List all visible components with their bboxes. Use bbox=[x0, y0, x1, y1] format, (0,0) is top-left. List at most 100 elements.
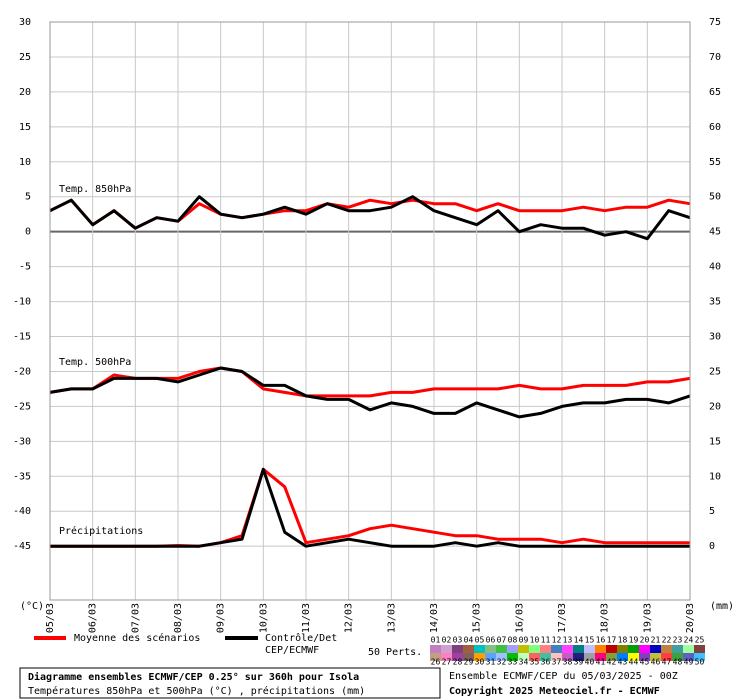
y-tick-label: -35 bbox=[13, 471, 31, 482]
pert-swatch bbox=[595, 645, 606, 653]
pert-swatch bbox=[661, 645, 672, 653]
pert-swatch bbox=[507, 653, 518, 661]
pert-label: 50 bbox=[695, 658, 705, 667]
pert-swatch bbox=[672, 645, 683, 653]
y2-tick-label: 35 bbox=[709, 297, 721, 308]
pert-label: 29 bbox=[464, 658, 474, 667]
pert-label: 11 bbox=[541, 636, 551, 645]
pert-label: 05 bbox=[475, 636, 485, 645]
pert-swatch bbox=[441, 645, 452, 653]
pert-swatch bbox=[650, 653, 661, 661]
pert-label: 08 bbox=[508, 636, 518, 645]
x-tick-label: 10/03 bbox=[258, 603, 269, 633]
x-tick-label: 06/03 bbox=[88, 603, 99, 633]
y-tick-label: 15 bbox=[19, 122, 31, 133]
pert-label: 45 bbox=[640, 658, 650, 667]
pert-label: 38 bbox=[563, 658, 573, 667]
pert-swatch bbox=[474, 645, 485, 653]
pert-swatch bbox=[617, 645, 628, 653]
pert-swatch bbox=[694, 653, 705, 661]
pert-label: 48 bbox=[673, 658, 683, 667]
annotation: Temp. 500hPa bbox=[59, 357, 131, 368]
pert-label: 26 bbox=[431, 658, 441, 667]
pert-swatch bbox=[518, 645, 529, 653]
pert-swatch bbox=[452, 653, 463, 661]
pert-label: 04 bbox=[464, 636, 474, 645]
pert-label: 39 bbox=[574, 658, 584, 667]
y-tick-label: -20 bbox=[13, 366, 31, 377]
y2-tick-label: 60 bbox=[709, 122, 721, 133]
pert-label: 01 bbox=[431, 636, 441, 645]
pert-label: 17 bbox=[607, 636, 617, 645]
pert-swatch bbox=[485, 653, 496, 661]
copyright: Copyright 2025 Meteociel.fr - ECMWF bbox=[449, 685, 660, 697]
annotation: Précipitations bbox=[59, 525, 143, 537]
pert-label: 12 bbox=[552, 636, 562, 645]
x-tick-label: 19/03 bbox=[642, 603, 653, 633]
y-tick-label: -10 bbox=[13, 297, 31, 308]
pert-swatch bbox=[617, 653, 628, 661]
perts-legend: 01 02 03 04 05 06 07 08 09 10 11 12 13 14 15 16 17 18 19 20… bbox=[430, 636, 705, 667]
pert-label: 03 bbox=[453, 636, 463, 645]
pert-swatch bbox=[639, 645, 650, 653]
pert-label: 27 bbox=[442, 658, 452, 667]
y2-tick-label: 15 bbox=[709, 436, 721, 447]
pert-label: 37 bbox=[552, 658, 562, 667]
pert-label: 36 bbox=[541, 658, 551, 667]
pert-label: 28 bbox=[453, 658, 463, 667]
pert-label: 22 bbox=[662, 636, 672, 645]
pert-label: 13 bbox=[563, 636, 573, 645]
pert-label: 25 bbox=[695, 636, 705, 645]
pert-label: 43 bbox=[618, 658, 628, 667]
pert-swatch bbox=[485, 645, 496, 653]
pert-swatch bbox=[683, 645, 694, 653]
x-tick-label: 08/03 bbox=[173, 603, 184, 633]
pert-label: 21 bbox=[651, 636, 661, 645]
pert-label: 49 bbox=[684, 658, 694, 667]
pert-label: 44 bbox=[629, 658, 639, 667]
pert-swatch bbox=[584, 645, 595, 653]
pert-label: 40 bbox=[585, 658, 595, 667]
pert-swatch bbox=[441, 653, 452, 661]
pert-swatch bbox=[496, 653, 507, 661]
y-tick-label: 10 bbox=[19, 157, 31, 168]
pert-swatch bbox=[694, 645, 705, 653]
pert-swatch bbox=[584, 653, 595, 661]
y2-tick-label: 65 bbox=[709, 87, 721, 98]
x-tick-label: 16/03 bbox=[514, 603, 525, 633]
chart-title: Diagramme ensembles ECMWF/CEP 0.25° sur … bbox=[28, 671, 359, 683]
pert-label: 07 bbox=[497, 636, 507, 645]
legend-label: Contrôle/Det bbox=[265, 632, 337, 644]
pert-label: 09 bbox=[519, 636, 529, 645]
pert-label: 16 bbox=[596, 636, 606, 645]
pert-swatch bbox=[540, 645, 551, 653]
y-tick-label: 5 bbox=[25, 192, 31, 203]
y-tick-label: -30 bbox=[13, 436, 31, 447]
pert-label: 35 bbox=[530, 658, 540, 667]
y2-tick-label: 10 bbox=[709, 471, 721, 482]
pert-label: 10 bbox=[530, 636, 540, 645]
series-line bbox=[49, 195, 691, 241]
pert-label: 33 bbox=[508, 658, 518, 667]
pert-swatch bbox=[639, 653, 650, 661]
annotation: Temp. 850hPa bbox=[59, 184, 131, 195]
pert-swatch bbox=[628, 653, 639, 661]
pert-label: 20 bbox=[640, 636, 650, 645]
perts-label: 50 Perts. bbox=[368, 647, 422, 658]
pert-label: 02 bbox=[442, 636, 452, 645]
x-tick-label: 12/03 bbox=[344, 603, 355, 633]
plot-border bbox=[49, 21, 691, 601]
pert-label: 41 bbox=[596, 658, 606, 667]
y-tick-label: 30 bbox=[19, 17, 31, 28]
pert-swatch bbox=[529, 645, 540, 653]
pert-swatch bbox=[529, 653, 540, 661]
x-tick-label: 14/03 bbox=[429, 603, 440, 633]
pert-label: 15 bbox=[585, 636, 595, 645]
pert-swatch bbox=[661, 653, 672, 661]
x-tick-label: 05/03 bbox=[45, 603, 56, 633]
pert-swatch bbox=[606, 653, 617, 661]
y2-tick-label: 45 bbox=[709, 227, 721, 238]
pert-swatch bbox=[430, 653, 441, 661]
